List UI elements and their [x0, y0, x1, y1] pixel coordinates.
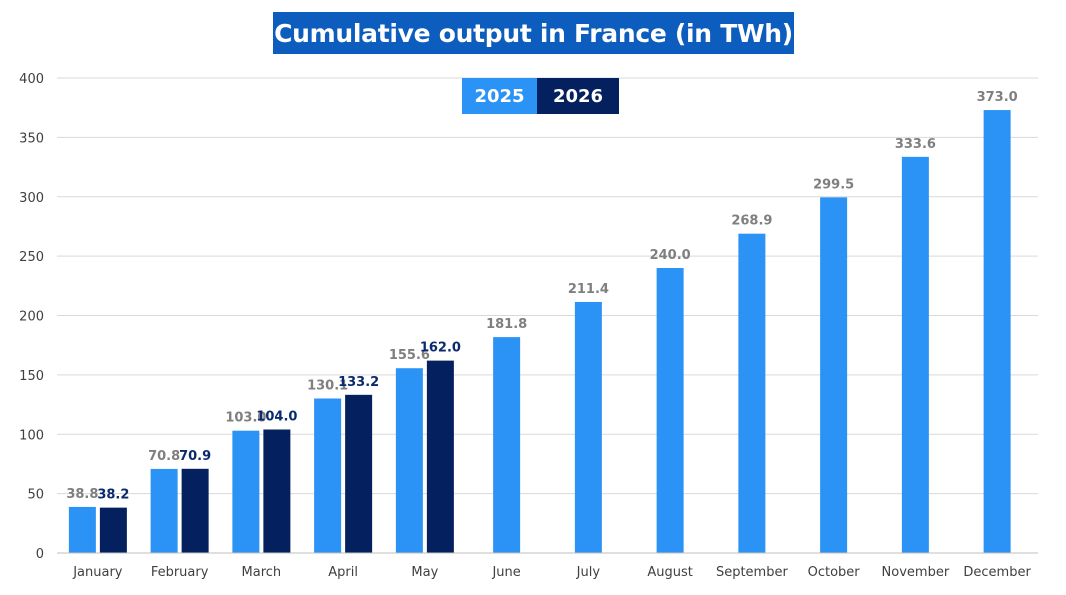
bar-2025 [656, 268, 684, 553]
x-tick-label: March [242, 565, 282, 580]
bar-2025 [150, 468, 178, 553]
bar-2025 [820, 197, 848, 553]
y-tick-label: 100 [19, 428, 44, 443]
x-tick-label: April [328, 565, 358, 580]
y-tick-label: 150 [19, 369, 44, 384]
x-tick-label: June [491, 565, 520, 580]
data-label-2026: 133.2 [338, 375, 379, 390]
x-tick-label: October [808, 565, 861, 580]
x-tick-label: January [72, 565, 123, 580]
y-tick-label: 50 [27, 488, 44, 503]
data-label-2025: 181.8 [486, 317, 527, 332]
bar-2025 [395, 368, 423, 553]
bar-2026 [181, 468, 209, 553]
bar-2025 [68, 506, 96, 553]
data-label-2025: 130.1 [307, 379, 348, 394]
data-label-2025: 240.0 [650, 248, 691, 263]
bar-2025 [738, 233, 766, 553]
x-tick-label: August [647, 565, 693, 580]
x-tick-label: December [963, 565, 1031, 580]
data-label-2025: 70.8 [148, 449, 180, 464]
y-tick-label: 200 [19, 310, 44, 325]
data-label-2026: 70.9 [179, 449, 211, 464]
bar-2026 [99, 507, 127, 553]
bar-2025 [574, 301, 602, 553]
data-label-2025: 299.5 [813, 177, 854, 192]
data-label-2025: 103.0 [225, 411, 266, 426]
y-tick-label: 400 [19, 72, 44, 87]
data-label-2025: 373.0 [977, 90, 1018, 105]
bar-2025 [232, 430, 260, 553]
data-label-2026: 162.0 [420, 341, 461, 356]
data-label-2025: 333.6 [895, 137, 936, 152]
y-tick-label: 0 [36, 547, 44, 562]
y-tick-label: 350 [19, 131, 44, 146]
bar-2026 [426, 360, 454, 553]
x-tick-label: November [882, 565, 950, 580]
y-tick-label: 250 [19, 250, 44, 265]
data-label-2025: 155.6 [389, 348, 430, 363]
legend-item-2025: 2025 [462, 78, 537, 114]
bar-2026 [345, 394, 373, 553]
data-label-2025: 268.9 [731, 214, 772, 229]
legend: 2025 2026 [462, 78, 619, 114]
chart-title: Cumulative output in France (in TWh) [273, 12, 794, 54]
data-label-2026: 38.2 [97, 488, 129, 503]
bar-2025 [983, 110, 1011, 553]
bar-2026 [263, 429, 291, 553]
x-tick-label: February [151, 565, 209, 580]
bar-2025 [901, 156, 929, 553]
data-label-2025: 38.8 [66, 487, 98, 502]
y-tick-label: 300 [19, 191, 44, 206]
bar-2025 [314, 398, 342, 553]
x-tick-label: September [716, 565, 789, 580]
data-label-2026: 104.0 [256, 410, 297, 425]
legend-item-2026: 2026 [537, 78, 619, 114]
x-tick-label: July [576, 565, 601, 580]
x-tick-label: May [411, 565, 438, 580]
data-label-2025: 211.4 [568, 282, 609, 297]
bar-2025 [493, 337, 521, 553]
